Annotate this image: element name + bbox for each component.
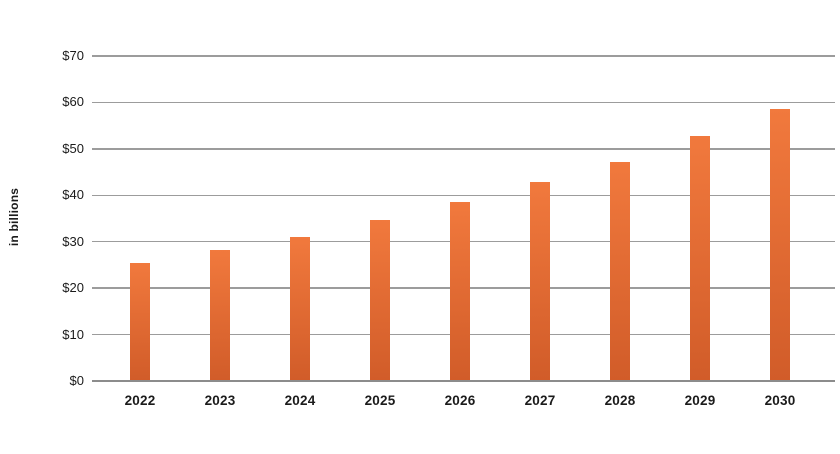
x-tick-label: 2029: [684, 393, 716, 408]
gridline: [92, 148, 835, 150]
y-tick-label: $30: [62, 233, 84, 249]
bar-2026: [450, 201, 470, 381]
x-tick-label: 2024: [284, 393, 316, 408]
x-tick-label: 2022: [124, 393, 156, 408]
y-tick-label: $0: [69, 373, 84, 388]
x-tick-label: 2028: [604, 393, 636, 408]
gridline: [92, 55, 835, 57]
x-tick-label: 2030: [764, 393, 796, 408]
x-tick-label: 2025: [364, 393, 396, 408]
bar-2025: [370, 220, 390, 381]
y-tick-label: $20: [62, 280, 84, 296]
x-tick-label: 2023: [204, 393, 236, 408]
bar-2029: [690, 136, 710, 381]
bar-2024: [290, 237, 310, 381]
gridline: [92, 101, 835, 104]
bar-2022: [130, 262, 150, 381]
y-tick-label: $50: [62, 140, 84, 156]
y-tick-label: $70: [62, 48, 84, 63]
gridline: [92, 194, 835, 197]
plot-area: [92, 55, 835, 382]
x-axis-baseline: [92, 380, 835, 382]
y-tick-label: $10: [62, 326, 84, 342]
x-tick-label: 2026: [444, 393, 476, 408]
bar-2028: [610, 162, 630, 381]
bar-2027: [530, 182, 550, 381]
bar-2030: [770, 109, 790, 381]
y-tick-label: $40: [62, 187, 84, 203]
y-tick-label: $60: [62, 94, 84, 110]
bar-2023: [210, 250, 230, 381]
x-tick-label: 2027: [524, 393, 556, 408]
